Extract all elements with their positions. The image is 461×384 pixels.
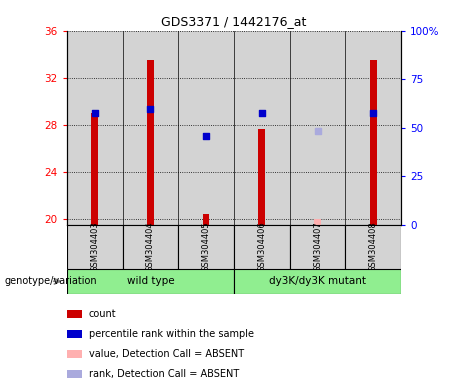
Bar xyxy=(203,214,209,225)
Text: GSM304405: GSM304405 xyxy=(201,222,211,272)
Text: dy3K/dy3K mutant: dy3K/dy3K mutant xyxy=(269,276,366,286)
Point xyxy=(314,127,321,134)
Bar xyxy=(123,225,178,269)
Bar xyxy=(67,269,234,294)
Bar xyxy=(234,225,290,269)
Bar xyxy=(314,219,321,225)
Title: GDS3371 / 1442176_at: GDS3371 / 1442176_at xyxy=(161,15,307,28)
Point xyxy=(370,110,377,116)
Point xyxy=(202,133,210,139)
Bar xyxy=(91,113,98,225)
Bar xyxy=(123,31,178,225)
Bar xyxy=(67,225,123,269)
Bar xyxy=(345,225,401,269)
Bar xyxy=(178,31,234,225)
Text: GSM304406: GSM304406 xyxy=(257,221,266,272)
Bar xyxy=(67,330,82,338)
Text: wild type: wild type xyxy=(127,276,174,286)
Bar xyxy=(234,269,401,294)
Bar xyxy=(67,370,82,378)
Text: value, Detection Call = ABSENT: value, Detection Call = ABSENT xyxy=(89,349,244,359)
Point xyxy=(147,106,154,113)
Text: percentile rank within the sample: percentile rank within the sample xyxy=(89,329,254,339)
Bar xyxy=(234,31,290,225)
Text: rank, Detection Call = ABSENT: rank, Detection Call = ABSENT xyxy=(89,369,239,379)
Bar xyxy=(345,31,401,225)
Point xyxy=(91,110,98,116)
Bar xyxy=(259,129,265,225)
Bar xyxy=(147,60,154,225)
Text: count: count xyxy=(89,309,116,319)
Bar xyxy=(67,350,82,358)
Bar xyxy=(178,225,234,269)
Text: GSM304403: GSM304403 xyxy=(90,221,99,272)
Text: GSM304407: GSM304407 xyxy=(313,221,322,272)
Point xyxy=(258,110,266,116)
Text: genotype/variation: genotype/variation xyxy=(5,276,97,286)
Bar xyxy=(370,60,377,225)
Text: GSM304404: GSM304404 xyxy=(146,222,155,272)
Bar xyxy=(67,310,82,318)
Bar xyxy=(67,31,123,225)
Bar xyxy=(290,225,345,269)
Text: GSM304408: GSM304408 xyxy=(369,221,378,272)
Bar xyxy=(290,31,345,225)
